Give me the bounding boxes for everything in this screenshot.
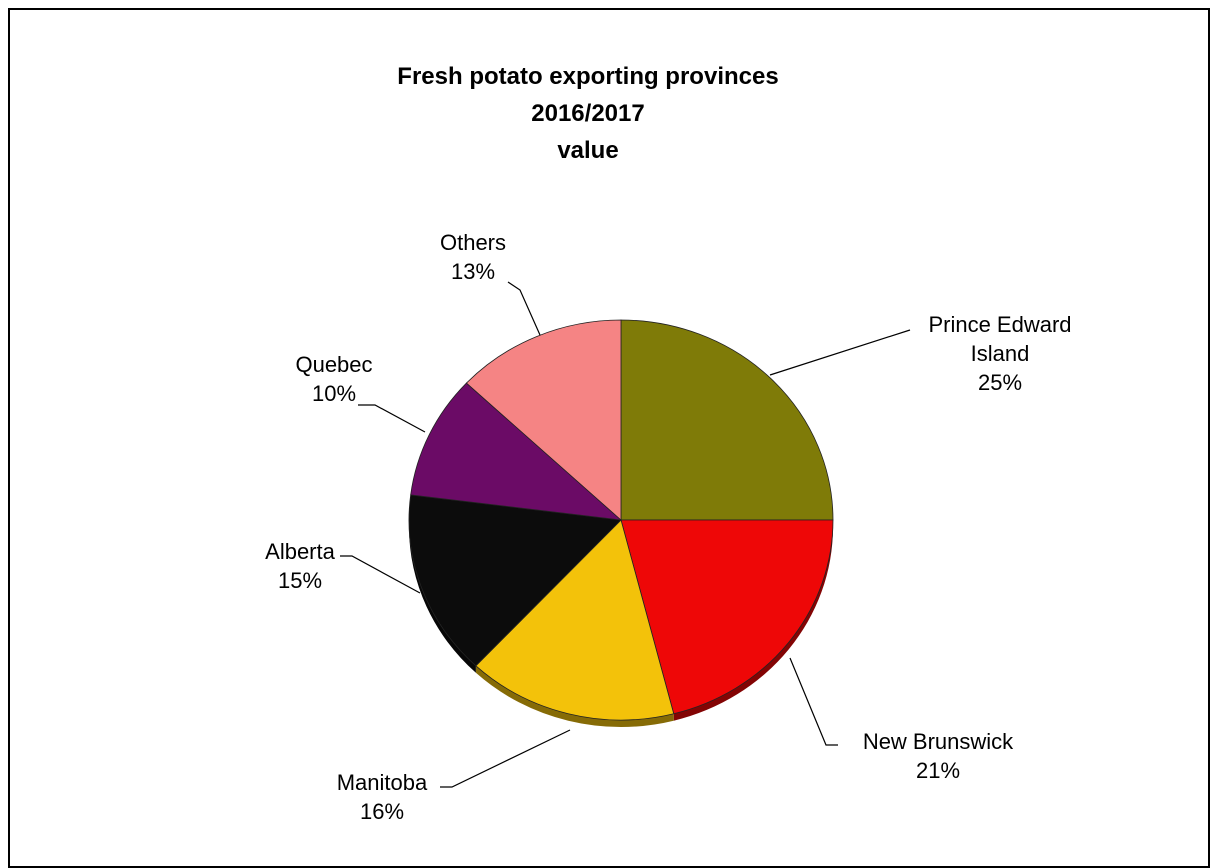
slice-value-manitoba: 16% (360, 799, 404, 824)
slice-quebec[interactable] (410, 382, 623, 521)
slice-label-manitoba: Manitoba 16% (337, 770, 428, 824)
slice-side-alberta (409, 520, 476, 673)
chart-title-line-2: 2016/2017 (531, 100, 644, 127)
slice-name-prince-edward-island: Island (971, 341, 1030, 366)
slice-value-prince-edward-island: 25% (978, 370, 1022, 395)
chart-title-line-1: Fresh potato exporting provinces (397, 63, 778, 90)
slice-prince-edward-island[interactable] (620, 319, 834, 521)
slice-label-new-brunswick: New Brunswick 21% (863, 729, 1014, 783)
leader-line-manitoba (440, 729, 571, 788)
chart-title-line-3: value (557, 137, 618, 164)
slice-label-quebec: Quebec 10% (295, 352, 372, 406)
pie-slices (408, 319, 834, 727)
slice-name-alberta: Alberta (265, 539, 335, 564)
slice-side-manitoba (475, 665, 674, 727)
leader-line-prince-edward-island (769, 329, 911, 376)
slice-label-prince-edward-island: Prince Edward Island 25% (928, 312, 1071, 395)
slice-value-alberta: 15% (278, 568, 322, 593)
slice-value-others: 13% (451, 259, 495, 284)
slice-name-manitoba: Manitoba (337, 770, 428, 795)
leader-line-quebec (358, 404, 426, 433)
slice-label-others: Others 13% (440, 230, 506, 284)
slice-new-brunswick[interactable] (620, 519, 834, 715)
slice-side-new-brunswick (673, 520, 833, 721)
slice-name-quebec: Quebec (295, 352, 372, 377)
slice-name-new-brunswick: New Brunswick (863, 729, 1014, 754)
slice-label-alberta: Alberta 15% (265, 539, 335, 593)
leader-line-alberta (340, 555, 421, 594)
slice-alberta[interactable] (408, 494, 622, 667)
leader-line-new-brunswick (789, 657, 838, 746)
slice-manitoba[interactable] (475, 519, 675, 721)
slice-name-prince-edward-island: Prince Edward (928, 312, 1071, 337)
slice-labels: Prince Edward Island 25% New Brunswick 21% Ma… (265, 230, 1071, 824)
leader-lines (340, 281, 911, 788)
slice-name-others: Others (440, 230, 506, 255)
slice-value-quebec: 10% (312, 381, 356, 406)
leader-line-others (507, 281, 541, 336)
slice-value-new-brunswick: 21% (916, 758, 960, 783)
slice-others[interactable] (465, 319, 622, 521)
